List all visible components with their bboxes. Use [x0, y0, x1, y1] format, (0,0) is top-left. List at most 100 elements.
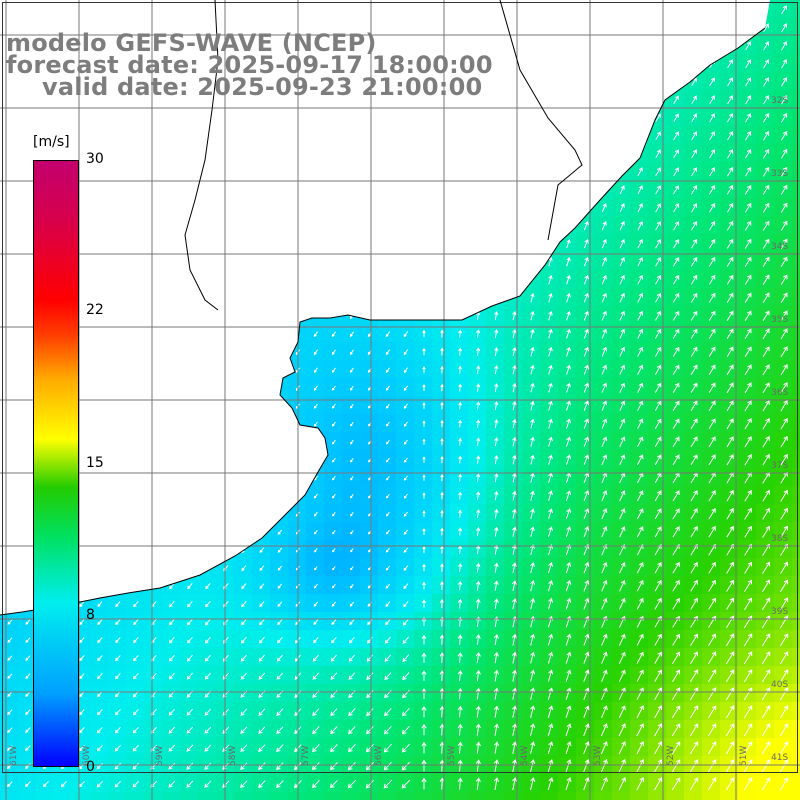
wind-arrow: [781, 41, 787, 51]
wind-arrow: [530, 651, 536, 664]
wind-arrow: [654, 633, 662, 646]
wind-arrow: [512, 454, 517, 465]
wind-arrow: [619, 526, 626, 538]
wind-arrow: [115, 601, 121, 608]
wind-arrow: [476, 329, 481, 338]
wind-arrow: [79, 601, 85, 608]
wind-arrow: [350, 439, 354, 445]
wind-arrow: [365, 779, 374, 789]
wind-arrow: [725, 777, 735, 791]
wind-arrow: [780, 220, 788, 231]
wind-arrow: [780, 130, 788, 141]
wind-arrow: [636, 651, 644, 664]
wind-arrow: [601, 633, 608, 646]
wind-arrow: [690, 561, 698, 574]
wind-arrow: [761, 651, 771, 665]
wind-arrow: [276, 636, 283, 644]
wind-arrow: [493, 633, 499, 646]
colorbar-tick-30: 30: [86, 151, 104, 167]
wind-arrow: [476, 473, 481, 482]
wind-arrow: [60, 781, 67, 788]
wind-arrow: [761, 669, 771, 683]
wind-arrow: [655, 292, 662, 303]
wind-arrow: [601, 579, 608, 592]
wind-arrow: [168, 672, 175, 680]
wind-arrow: [42, 781, 49, 788]
wind-arrow: [331, 385, 336, 391]
wind-arrow: [565, 777, 572, 791]
wind-arrow: [601, 292, 607, 303]
wind-arrow: [548, 490, 553, 501]
wind-arrow: [440, 419, 444, 428]
wind-arrow: [511, 562, 517, 573]
wind-arrow: [312, 744, 320, 753]
wind-arrow: [440, 473, 444, 482]
wind-arrow: [636, 454, 644, 466]
longitude-label: 59W: [155, 746, 165, 766]
wind-arrow: [780, 346, 788, 358]
wind-arrow: [403, 475, 408, 481]
wind-arrow: [762, 220, 770, 231]
wind-arrow: [440, 563, 445, 572]
wind-arrow: [618, 776, 626, 791]
wind-arrow: [276, 654, 283, 662]
wind-arrow: [330, 708, 338, 717]
wind-arrow: [636, 705, 644, 719]
wind-arrow: [332, 548, 336, 553]
wind-arrow: [654, 508, 662, 520]
wind-arrow: [690, 508, 698, 520]
wind-arrow: [475, 759, 481, 772]
wind-arrow: [548, 328, 553, 339]
wind-arrow: [97, 673, 103, 680]
wind-arrow: [332, 457, 336, 463]
wind-arrow: [97, 619, 103, 626]
wind-arrow: [583, 741, 590, 755]
longitude-label: 61W: [9, 746, 19, 766]
wind-arrow: [476, 526, 481, 537]
wind-arrow: [654, 777, 663, 791]
wind-arrow: [401, 779, 411, 789]
wind-arrow: [655, 131, 661, 141]
wind-arrow: [350, 530, 354, 535]
wind-arrow: [744, 364, 752, 376]
wind-arrow: [761, 723, 771, 737]
wind-arrow: [168, 636, 175, 644]
wind-arrow: [636, 758, 645, 773]
wind-arrow: [672, 382, 680, 393]
wind-arrow: [7, 655, 13, 661]
wind-arrow: [311, 780, 320, 789]
colorbar-gradient: [33, 160, 79, 767]
wind-arrow: [494, 437, 499, 447]
wind-arrow: [331, 601, 337, 607]
wind-arrow: [331, 331, 337, 338]
wind-arrow: [618, 723, 626, 737]
wind-arrow: [601, 328, 607, 339]
wind-arrow: [743, 777, 753, 791]
wind-arrow: [654, 562, 662, 574]
wind-arrow: [689, 687, 699, 701]
wind-arrow: [494, 347, 499, 357]
wind-arrow: [277, 565, 283, 571]
wind-arrow: [780, 418, 788, 430]
wind-arrow: [744, 274, 752, 285]
wind-arrow: [7, 727, 13, 733]
wind-arrow: [277, 601, 283, 608]
wind-arrow: [402, 672, 410, 681]
wind-arrow: [494, 454, 499, 465]
wind-arrow: [314, 421, 318, 427]
wind-arrow: [383, 761, 392, 771]
wind-arrow: [385, 385, 390, 391]
wind-arrow: [366, 672, 374, 680]
wind-arrow: [329, 762, 338, 771]
wind-arrow: [547, 759, 554, 773]
wind-arrow: [637, 292, 644, 303]
wind-arrow: [745, 59, 751, 69]
wind-arrow: [654, 400, 662, 411]
wind-arrow: [258, 708, 266, 716]
wind-arrow: [7, 763, 13, 770]
wind-arrow: [548, 436, 553, 447]
wind-arrow: [187, 582, 193, 590]
wind-arrow: [726, 220, 734, 231]
wind-arrow: [366, 654, 374, 662]
wind-arrow: [458, 401, 463, 410]
